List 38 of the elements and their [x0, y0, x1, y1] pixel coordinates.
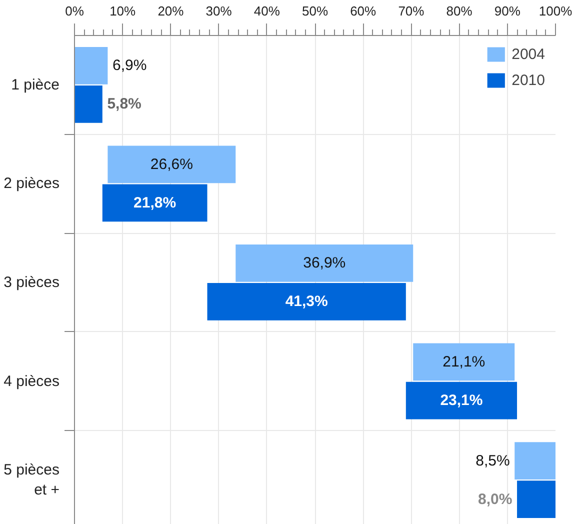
bar — [108, 146, 236, 184]
x-tick-label: 100% — [538, 4, 573, 18]
y-tick-label: 1 pièce — [11, 76, 60, 94]
bar — [236, 244, 414, 282]
data-label: 26,6% — [150, 156, 193, 173]
legend-label: 2010 — [512, 72, 545, 88]
data-label: 8,0% — [478, 490, 512, 508]
x-tick-label: 90% — [494, 4, 521, 18]
bar — [207, 283, 406, 320]
x-tick-label: 30% — [206, 4, 232, 18]
bar — [74, 46, 108, 84]
bar — [74, 85, 102, 123]
y-tick-label: 2 pièces — [4, 175, 60, 192]
x-tick-label: 50% — [302, 4, 328, 18]
bar — [102, 184, 208, 222]
bar — [517, 480, 556, 518]
data-label: 6,9% — [112, 57, 147, 74]
data-label: 36,9% — [303, 254, 346, 272]
x-tick-label: 20% — [158, 4, 184, 18]
y-tick-label: 5 pièces et + — [4, 461, 60, 499]
data-label: 23,1% — [440, 392, 483, 410]
x-tick-label: 0% — [65, 4, 84, 18]
y-tick-label: 4 pièces — [4, 372, 60, 390]
legend-label: 2004 — [512, 46, 545, 62]
data-label: 8,5% — [476, 452, 510, 470]
data-label: 21,1% — [442, 353, 486, 370]
x-tick-label: 40% — [254, 4, 280, 18]
x-tick-label: 70% — [398, 4, 425, 18]
bar — [406, 382, 518, 420]
bar — [413, 343, 515, 381]
data-label: 5,8% — [107, 96, 142, 113]
bar — [514, 442, 556, 480]
y-tick-label: 3 pièces — [4, 274, 60, 291]
data-label: 21,8% — [134, 194, 176, 212]
x-tick-label: 10% — [110, 4, 136, 18]
data-label: 41,3% — [285, 293, 328, 310]
x-tick-label: 60% — [350, 4, 377, 18]
x-tick-label: 80% — [446, 4, 473, 18]
